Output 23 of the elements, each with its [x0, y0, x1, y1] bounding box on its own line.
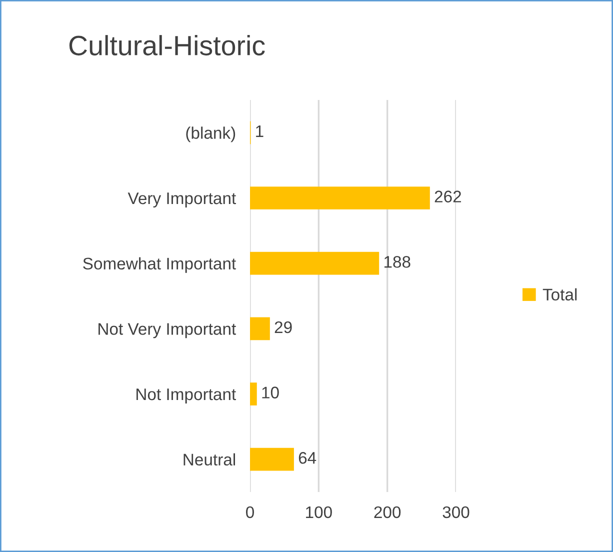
legend-label: Total [542, 288, 577, 301]
data-label: 29 [274, 321, 292, 334]
y-tick-label: Not Important [136, 388, 236, 404]
data-label: 1 [256, 126, 264, 137]
data-label: 64 [298, 452, 316, 464]
x-tick-label: 100 [306, 506, 332, 518]
x-tick-label: 200 [374, 506, 401, 518]
data-label: 262 [434, 190, 461, 202]
x-tick-label: 0 [246, 506, 254, 518]
chart-title: Cultural-Historic [69, 35, 265, 56]
data-label: 10 [262, 386, 279, 398]
y-tick-label: Somewhat Important [83, 257, 236, 273]
bar [250, 186, 430, 210]
bar [250, 382, 257, 406]
y-tick-label: Not Very Important [98, 323, 236, 338]
bar [250, 317, 270, 340]
data-label: 188 [384, 256, 410, 268]
bar [250, 252, 380, 275]
x-tick-label: 300 [442, 506, 470, 518]
bar [250, 448, 294, 471]
y-tick-label: (blank) [186, 126, 236, 142]
y-tick-label: Neutral [184, 453, 235, 466]
y-tick-label: Very Important [128, 192, 236, 208]
